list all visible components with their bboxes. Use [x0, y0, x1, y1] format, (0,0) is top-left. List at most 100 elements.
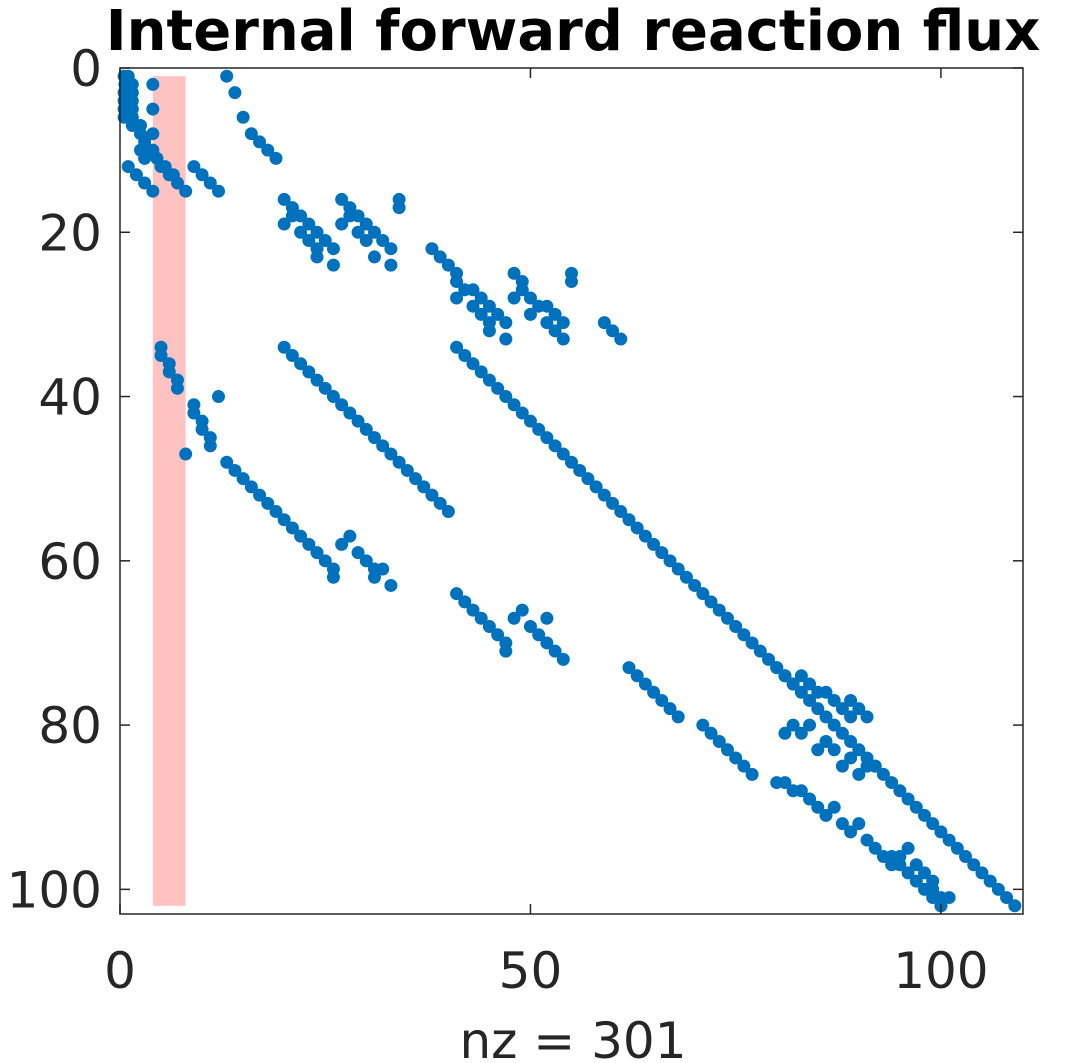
data-point	[548, 439, 562, 453]
data-point	[146, 77, 160, 91]
data-point	[794, 726, 808, 740]
data-point	[302, 217, 316, 231]
data-point	[844, 710, 858, 724]
data-point	[515, 603, 529, 617]
data-point	[384, 258, 398, 272]
data-point	[934, 825, 948, 839]
data-point	[220, 455, 234, 469]
data-point	[606, 324, 620, 338]
data-point	[499, 332, 513, 346]
data-point	[269, 505, 283, 519]
data-point	[335, 217, 349, 231]
y-tick-label: 0	[70, 40, 102, 98]
x-axis-label: nz = 301	[459, 1012, 686, 1063]
data-point	[195, 168, 209, 182]
data-point	[376, 439, 390, 453]
data-point	[523, 620, 537, 634]
data-point	[778, 776, 792, 790]
data-point	[917, 866, 931, 880]
data-point	[663, 702, 677, 716]
data-point	[917, 808, 931, 822]
data-point	[474, 365, 488, 379]
data-point	[466, 299, 480, 313]
data-point	[548, 644, 562, 658]
data-point	[294, 529, 308, 543]
data-point	[729, 620, 743, 634]
plot-area	[120, 68, 1023, 914]
data-point	[523, 307, 537, 321]
data-point	[261, 496, 275, 510]
data-point	[909, 874, 923, 888]
data-point	[876, 767, 890, 781]
data-point	[844, 825, 858, 839]
data-point	[146, 127, 160, 141]
data-point	[647, 685, 661, 699]
y-tick-label: 20	[38, 204, 102, 262]
data-point	[359, 217, 373, 231]
data-point	[310, 225, 324, 239]
data-point	[474, 611, 488, 625]
data-point	[844, 735, 858, 749]
data-point	[589, 480, 603, 494]
data-point	[335, 192, 349, 206]
data-point	[959, 850, 973, 864]
data-point	[294, 357, 308, 371]
data-point	[827, 743, 841, 757]
data-point	[417, 480, 431, 494]
data-point	[901, 841, 915, 855]
data-point	[1008, 899, 1022, 913]
data-point	[729, 751, 743, 765]
data-point	[868, 841, 882, 855]
data-point	[844, 693, 858, 707]
data-point	[285, 348, 299, 362]
data-point	[614, 505, 628, 519]
data-point	[195, 422, 209, 436]
data-point	[170, 176, 184, 190]
data-point	[975, 866, 989, 880]
data-point	[179, 447, 193, 461]
data-point	[835, 726, 849, 740]
data-point	[302, 233, 316, 247]
data-point	[187, 406, 201, 420]
data-point	[187, 160, 201, 174]
data-point	[326, 390, 340, 404]
data-point	[811, 743, 825, 757]
data-point	[450, 340, 464, 354]
data-point	[803, 792, 817, 806]
data-point	[367, 570, 381, 584]
y-tick-label: 40	[38, 369, 102, 427]
data-point	[622, 513, 636, 527]
data-point	[450, 275, 464, 289]
data-point	[786, 718, 800, 732]
data-point	[343, 529, 357, 543]
data-point	[548, 324, 562, 338]
data-point	[737, 628, 751, 642]
data-point	[474, 307, 488, 321]
data-point	[819, 710, 833, 724]
data-point	[827, 693, 841, 707]
data-point	[720, 611, 734, 625]
data-point	[786, 677, 800, 691]
data-point	[803, 693, 817, 707]
data-point	[154, 348, 168, 362]
y-tick-label: 60	[38, 533, 102, 591]
data-point	[663, 554, 677, 568]
data-point	[893, 858, 907, 872]
data-point	[376, 562, 390, 576]
data-point	[450, 587, 464, 601]
data-point	[835, 817, 849, 831]
data-point	[425, 242, 439, 256]
data-point	[844, 751, 858, 765]
data-point	[597, 488, 611, 502]
data-point	[647, 537, 661, 551]
data-point	[384, 242, 398, 256]
data-point	[556, 447, 570, 461]
data-point	[236, 472, 250, 486]
data-point	[622, 661, 636, 675]
data-point	[146, 102, 160, 116]
data-point	[565, 455, 578, 469]
data-point	[335, 398, 349, 412]
data-point	[556, 332, 570, 346]
x-tick-label: 0	[104, 942, 136, 1000]
